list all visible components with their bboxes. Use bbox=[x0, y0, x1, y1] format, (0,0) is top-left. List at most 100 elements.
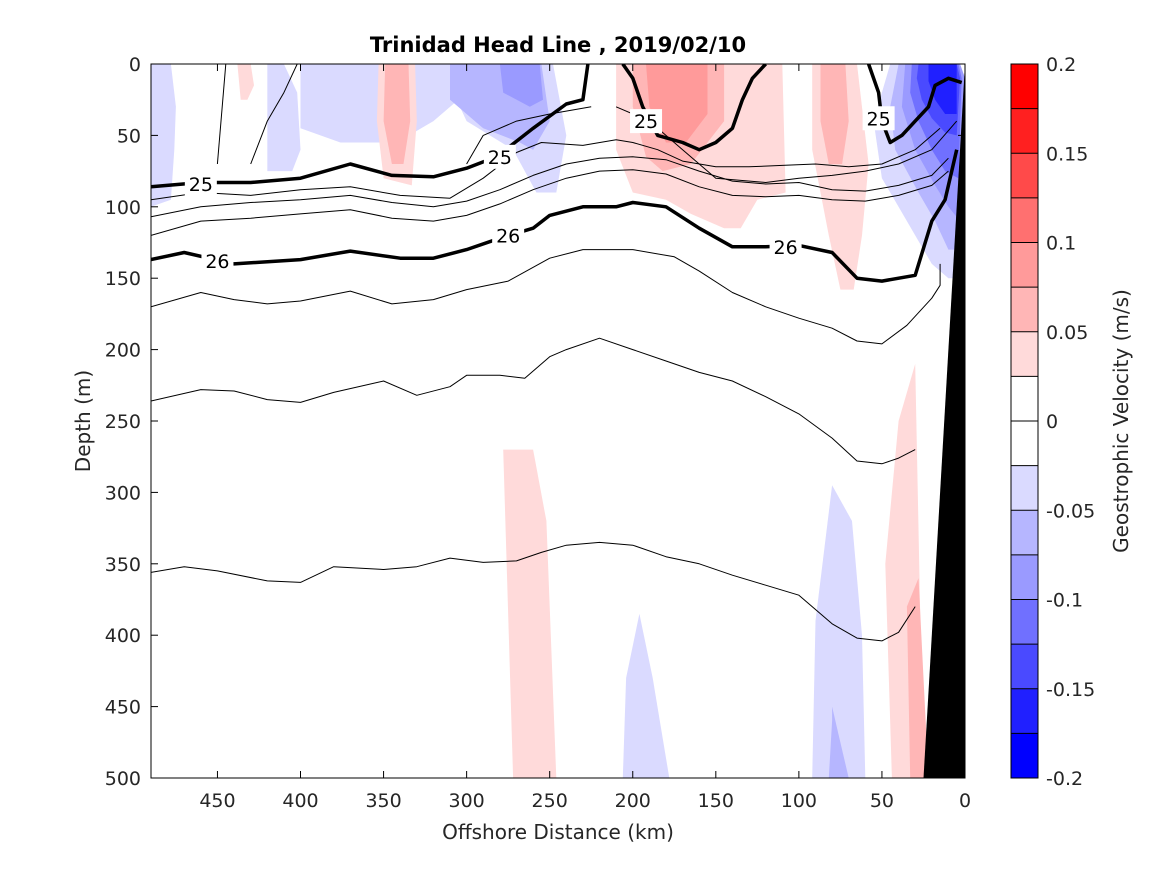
x-axis: 450 400 350 300 250 200 150 100 50 0 bbox=[199, 64, 971, 812]
contour-label-25: 25 bbox=[488, 147, 512, 169]
y-tick-label: 400 bbox=[105, 625, 141, 647]
velocity-patch-23 bbox=[812, 485, 866, 778]
y-axis-label: Depth (m) bbox=[71, 370, 95, 472]
colorbar-swatch bbox=[1011, 421, 1038, 467]
colorbar: 0.2 0.15 0.1 0.05 0 -0.05 -0.1 -0.15 -0.2 bbox=[1010, 54, 1095, 790]
x-tick-label: 400 bbox=[282, 790, 318, 812]
velocity-patch-8 bbox=[499, 64, 543, 107]
x-tick-label: 300 bbox=[448, 790, 484, 812]
colorbar-label: Geostrophic Velocity (m/s) bbox=[1109, 289, 1133, 553]
velocity-patch-20 bbox=[928, 64, 957, 114]
colorbar-tick-label: -0.15 bbox=[1046, 679, 1095, 701]
colorbar-swatch bbox=[1011, 465, 1038, 511]
colorbar-swatch bbox=[1011, 554, 1038, 600]
colorbar-swatch bbox=[1011, 644, 1038, 690]
contour-label-25: 25 bbox=[189, 174, 213, 196]
x-axis-label: Offshore Distance (km) bbox=[442, 820, 674, 844]
velocity-patch-26 bbox=[906, 578, 929, 778]
y-tick-label: 250 bbox=[105, 411, 141, 433]
velocity-patch-22 bbox=[622, 613, 670, 778]
colorbar-swatch bbox=[1011, 733, 1038, 779]
velocity-patch-12 bbox=[757, 64, 776, 143]
velocity-patch-14 bbox=[820, 64, 849, 164]
colorbar-tick-label: -0.05 bbox=[1046, 500, 1095, 522]
y-tick-label: 50 bbox=[117, 125, 141, 147]
y-tick-label: 100 bbox=[105, 197, 141, 219]
contour-label-bg bbox=[862, 106, 895, 131]
colorbar-swatch bbox=[1011, 197, 1038, 243]
density-contour-thin-5 bbox=[151, 156, 949, 218]
colorbar-swatch bbox=[1011, 64, 1038, 110]
colorbar-tick-label: -0.1 bbox=[1046, 590, 1083, 612]
density-contour-25-1 bbox=[621, 64, 767, 152]
y-tick-label: 300 bbox=[105, 482, 141, 504]
density-contour-thin-6 bbox=[151, 169, 949, 236]
contour-label-26: 26 bbox=[496, 225, 520, 247]
bathymetry-layer bbox=[923, 64, 965, 778]
x-tick-label: 150 bbox=[698, 790, 734, 812]
colorbar-swatch bbox=[1011, 599, 1038, 645]
velocity-fill-layer bbox=[151, 64, 965, 778]
plot-area: 25 25 25 25 26 26 26 bbox=[150, 63, 966, 779]
colorbar-frame bbox=[1010, 63, 1039, 779]
density-contour-thin-2 bbox=[466, 106, 592, 165]
colorbar-tick-label: 0 bbox=[1046, 411, 1058, 433]
contour-label-26: 26 bbox=[205, 251, 229, 273]
colorbar-swatch bbox=[1011, 242, 1038, 288]
colorbar-swatch bbox=[1011, 688, 1038, 734]
contour-label-bg bbox=[184, 171, 217, 196]
density-contour-thin-4 bbox=[151, 127, 941, 201]
velocity-patch-0 bbox=[151, 64, 176, 207]
velocity-patch-24 bbox=[828, 706, 849, 778]
chart-title: Trinidad Head Line , 2019/02/10 bbox=[370, 33, 746, 57]
velocity-patch-2 bbox=[267, 64, 301, 172]
x-tick-label: 0 bbox=[959, 790, 971, 812]
x-tick-label: 250 bbox=[532, 790, 568, 812]
colorbar-swatch bbox=[1011, 510, 1038, 556]
y-tick-label: 350 bbox=[105, 554, 141, 576]
y-tick-label: 0 bbox=[129, 54, 141, 76]
density-contour-26-0 bbox=[151, 149, 959, 283]
contour-label-25: 25 bbox=[867, 108, 891, 130]
contour-label-bg bbox=[769, 234, 802, 259]
density-contour-thin-1 bbox=[250, 64, 298, 165]
x-tick-label: 100 bbox=[781, 790, 817, 812]
x-tick-label: 450 bbox=[199, 790, 235, 812]
contour-label-25: 25 bbox=[634, 111, 658, 133]
colorbar-swatch bbox=[1011, 331, 1038, 377]
y-axis: 0 50 100 150 200 250 300 350 400 450 500 bbox=[105, 54, 965, 790]
colorbar-tick-label: -0.2 bbox=[1046, 768, 1083, 790]
contour-label-bg bbox=[630, 109, 663, 134]
colorbar-swatch bbox=[1011, 287, 1038, 333]
colorbar-swatch bbox=[1011, 108, 1038, 154]
density-contour-25-0 bbox=[151, 64, 590, 189]
velocity-patch-5 bbox=[383, 64, 411, 164]
y-tick-label: 500 bbox=[105, 768, 141, 790]
velocity-patch-21 bbox=[503, 449, 557, 778]
colorbar-swatch bbox=[1011, 153, 1038, 199]
contour-label-bg bbox=[483, 144, 516, 169]
density-contour-thin-9 bbox=[151, 541, 916, 642]
x-tick-label: 50 bbox=[870, 790, 894, 812]
y-tick-label: 200 bbox=[105, 340, 141, 362]
contour-label-layer: 25 25 25 25 26 26 26 bbox=[184, 106, 895, 274]
colorbar-tick-label: 0.1 bbox=[1046, 233, 1076, 255]
velocity-patch-1 bbox=[237, 64, 254, 100]
density-contour-thin-8 bbox=[151, 337, 916, 465]
contour-label-bg bbox=[201, 249, 234, 274]
y-tick-label: 450 bbox=[105, 697, 141, 719]
colorbar-tick-label: 0.15 bbox=[1046, 143, 1088, 165]
density-contour-layer bbox=[151, 64, 963, 642]
x-tick-label: 350 bbox=[365, 790, 401, 812]
colorbar-tick-label: 0.2 bbox=[1046, 54, 1076, 76]
contour-label-bg bbox=[492, 223, 525, 248]
colorbar-swatch bbox=[1011, 376, 1038, 422]
density-contour-thin-3 bbox=[615, 106, 958, 183]
y-tick-label: 150 bbox=[105, 268, 141, 290]
contour-label-26: 26 bbox=[773, 237, 797, 259]
seafloor-bathymetry bbox=[923, 64, 965, 778]
x-tick-label: 200 bbox=[615, 790, 651, 812]
density-contour-thin-0 bbox=[216, 64, 227, 165]
colorbar-tick-label: 0.05 bbox=[1046, 322, 1088, 344]
